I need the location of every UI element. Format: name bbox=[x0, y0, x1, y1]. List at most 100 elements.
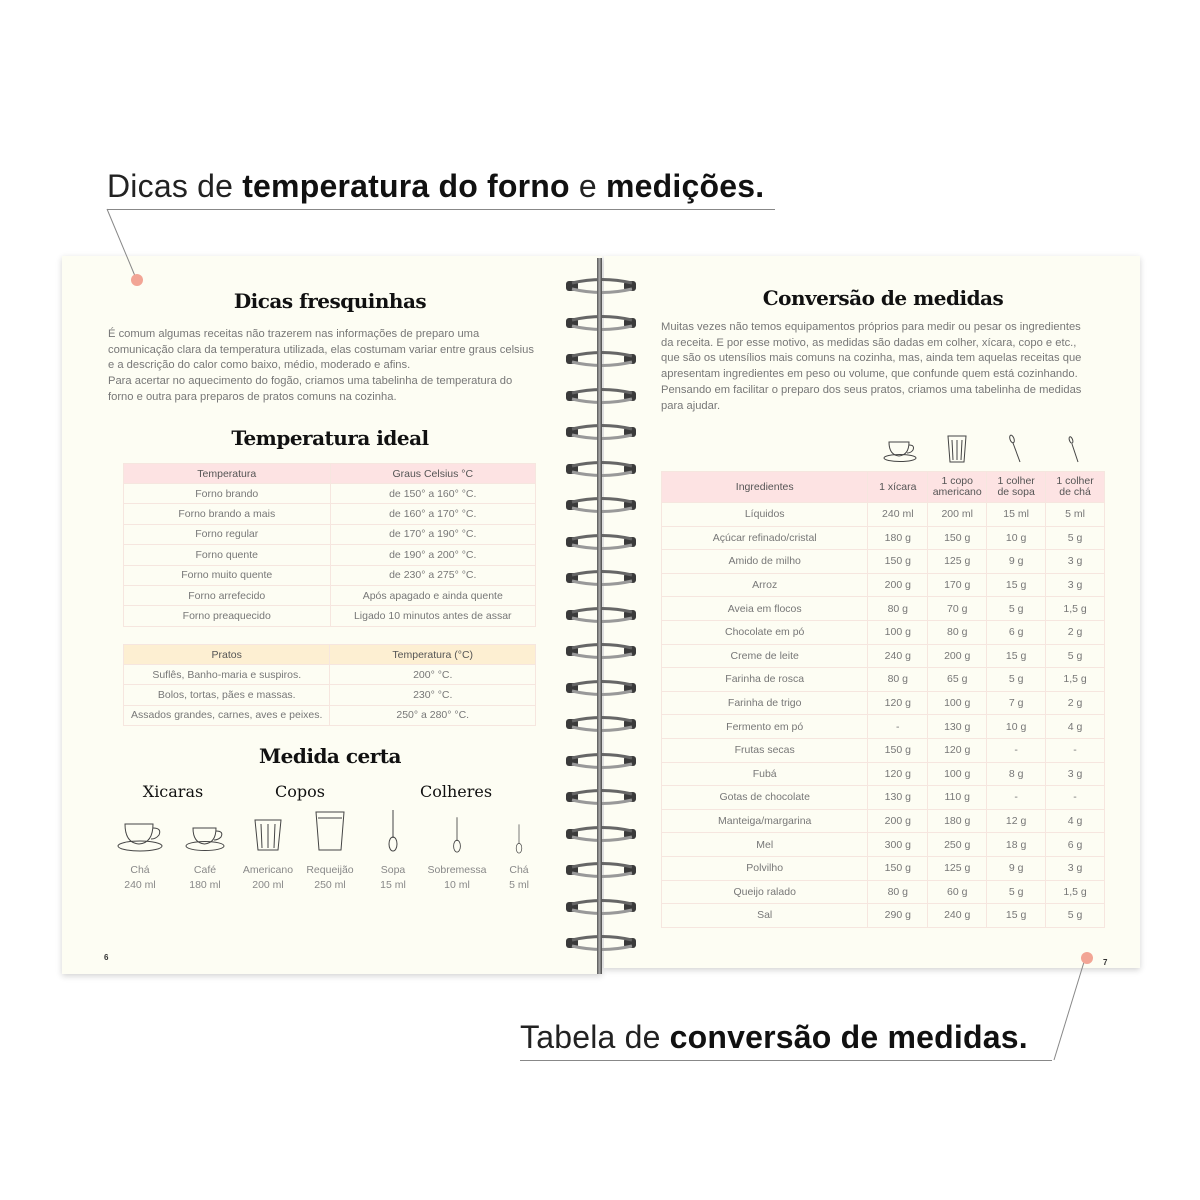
table-row: Forno preaquecido Ligado 10 minutos antes… bbox=[123, 605, 537, 627]
table-cell: 15 g bbox=[986, 903, 1047, 928]
table-cell: 3 g bbox=[1045, 572, 1105, 598]
header-icons bbox=[883, 434, 1079, 463]
spiral-ring bbox=[566, 679, 636, 696]
table-cell: 250 g bbox=[927, 832, 988, 857]
table-cell: 120 g bbox=[867, 690, 929, 716]
table-cell: Sal bbox=[660, 903, 869, 928]
table-cell: 5 g bbox=[986, 667, 1047, 692]
table-cell: 300 g bbox=[867, 832, 929, 857]
table-row: Forno arrefecido Após apagado e ainda que… bbox=[123, 584, 537, 607]
table-cell: 15 g bbox=[986, 572, 1047, 598]
table-cell: 10 g bbox=[986, 714, 1047, 739]
spiral-wire bbox=[597, 258, 602, 974]
table-cell: 6 g bbox=[1045, 832, 1105, 857]
page-number: 6 bbox=[104, 953, 109, 962]
table-cell: 80 g bbox=[927, 619, 988, 645]
table-row: Forno brando a mais de 160° a 170° °C. bbox=[123, 503, 537, 525]
table-cell: Farinha de trigo bbox=[660, 690, 869, 716]
table-cell: Arroz bbox=[660, 572, 869, 598]
table-row: Líquidos 240 ml 200 ml 15 ml 5 ml bbox=[660, 502, 1105, 527]
glass-icon bbox=[947, 435, 967, 463]
table-cell: - bbox=[1045, 737, 1105, 763]
accent-dot bbox=[1081, 952, 1093, 964]
table-cell: 3 g bbox=[1045, 549, 1105, 574]
table-row: Forno brando de 150° a 160° °C. bbox=[123, 482, 537, 505]
spiral-ring bbox=[566, 570, 636, 586]
table-cell: 240 ml bbox=[867, 502, 929, 527]
column-header: 1 colher de sopa bbox=[986, 471, 1047, 503]
cup-icon bbox=[883, 441, 917, 462]
column-header: Ingredientes bbox=[660, 471, 869, 503]
spiral-ring bbox=[566, 825, 636, 842]
table-cell: Forno regular bbox=[123, 523, 331, 546]
tall-glass-icon bbox=[315, 811, 345, 851]
table-cell: 4 g bbox=[1045, 714, 1105, 739]
measure-value: 250 ml bbox=[314, 879, 346, 891]
column-header: 1 copo americano bbox=[927, 471, 988, 503]
table-cell: de 230° a 275° °C. bbox=[329, 564, 537, 586]
measure-name: Requeijão bbox=[306, 864, 354, 876]
column-header: 1 xícara bbox=[867, 471, 929, 503]
spiral-ring bbox=[566, 351, 636, 367]
table-cell: 1,5 g bbox=[1045, 667, 1105, 692]
column-header: Temperatura bbox=[123, 463, 331, 484]
table-row: Gotas de chocolate 130 g 110 g-- bbox=[660, 785, 1105, 810]
table-cell: - bbox=[867, 714, 929, 739]
paragraph: Para acertar no aquecimento do fogão, cr… bbox=[108, 375, 513, 403]
table-cell: Aveia em flocos bbox=[660, 596, 869, 621]
table-cell: 150 g bbox=[867, 737, 929, 763]
table-cell: 60 g bbox=[927, 879, 988, 905]
table-cell: Após apagado e ainda quente bbox=[329, 584, 537, 607]
bottom-callout: Tabela de conversão de medidas. bbox=[520, 1019, 1028, 1056]
table-row: Assados grandes, carnes, aves e peixes. 2… bbox=[122, 704, 536, 727]
spiral-ring bbox=[566, 533, 636, 550]
table-cell: de 170° a 190° °C. bbox=[329, 523, 537, 546]
spiral-ring bbox=[566, 606, 636, 623]
table-cell: 250° a 280° °C. bbox=[329, 704, 536, 727]
callout-underline bbox=[107, 209, 775, 210]
measure-name: Americano bbox=[242, 864, 294, 876]
conversion-table: Ingredientes 1 xícara 1 copo americano 1 co… bbox=[660, 471, 1105, 928]
spiral-ring bbox=[566, 460, 636, 477]
glass-icon bbox=[254, 819, 282, 851]
spiral-ring bbox=[566, 862, 636, 878]
spoon-icon bbox=[453, 817, 461, 853]
table-cell: 9 g bbox=[986, 549, 1047, 574]
accent-dot bbox=[131, 274, 143, 286]
spiral-ring bbox=[566, 935, 636, 951]
table-cell: 80 g bbox=[867, 667, 929, 692]
table-cell: 230° °C. bbox=[329, 684, 536, 706]
measure-item: Chá 5 ml bbox=[484, 808, 554, 893]
table-header-row: Temperatura Graus Celsius °C bbox=[123, 463, 537, 484]
table-cell: 240 g bbox=[867, 643, 929, 669]
table-header-row: Ingredientes 1 xícara 1 copo americano 1 co… bbox=[660, 471, 1105, 503]
table-cell: 2 g bbox=[1045, 619, 1105, 645]
table-cell: 80 g bbox=[867, 596, 929, 621]
table-cell: 150 g bbox=[867, 549, 929, 574]
intro-paragraph: Muitas vezes não temos equipamentos próp… bbox=[661, 320, 1093, 414]
paragraph: Muitas vezes não temos equipamentos próp… bbox=[661, 321, 1082, 381]
table-cell: 1,5 g bbox=[1045, 879, 1105, 905]
table-cell: 200 g bbox=[867, 572, 929, 598]
table-cell: 10 g bbox=[986, 525, 1047, 551]
spoon-icon bbox=[515, 824, 523, 854]
measure-value: 10 ml bbox=[444, 879, 470, 891]
table-cell: 80 g bbox=[867, 879, 929, 905]
temperature-table: Temperatura Graus Celsius °C Forno brando d… bbox=[123, 463, 537, 627]
table-row: Forno quente de 190° a 200° °C. bbox=[123, 544, 537, 566]
table-cell: 180 g bbox=[867, 525, 929, 551]
table-cell: 200 ml bbox=[927, 502, 988, 527]
callout-underline bbox=[520, 1060, 1052, 1061]
table-cell: 6 g bbox=[986, 619, 1047, 645]
table-cell: 200 g bbox=[927, 643, 988, 669]
table-cell: 120 g bbox=[867, 761, 929, 787]
callout-bold: temperatura do forno bbox=[242, 168, 570, 204]
table-cell: 5 g bbox=[1045, 643, 1105, 669]
group-spoons: Colheres bbox=[419, 782, 493, 801]
table-cell: 18 g bbox=[986, 832, 1047, 857]
